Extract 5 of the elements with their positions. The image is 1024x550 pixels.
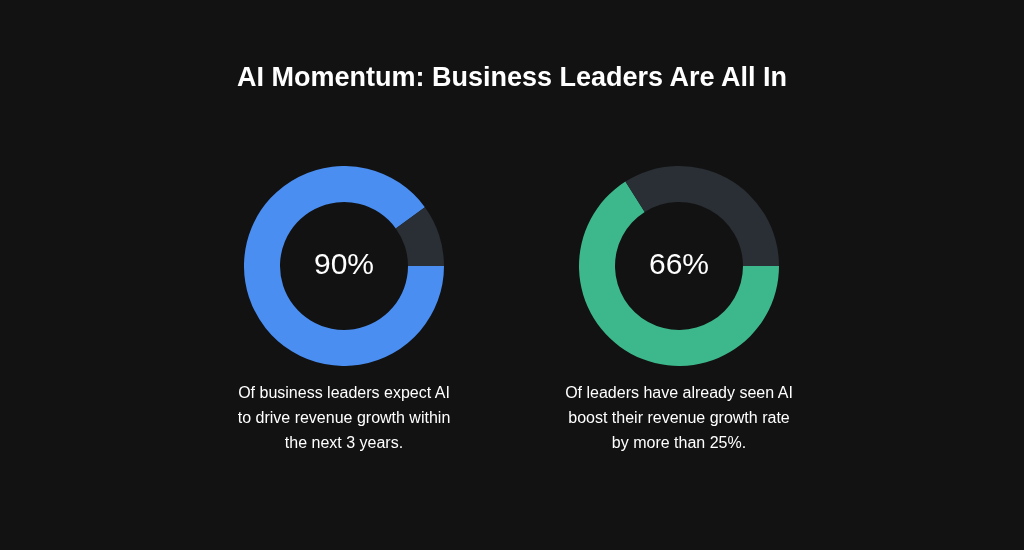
text: AI Momentum: Business Leaders Are All In [236, 62, 788, 92]
text: 66% [648, 247, 710, 281]
text: Of business leaders expect AI to drive revenue growth within the next 3 years. [236, 383, 452, 453]
text: 90% [313, 247, 375, 281]
text: Of leaders have already seen AI boost their revenue growth rate by more than 25%. [565, 383, 793, 453]
